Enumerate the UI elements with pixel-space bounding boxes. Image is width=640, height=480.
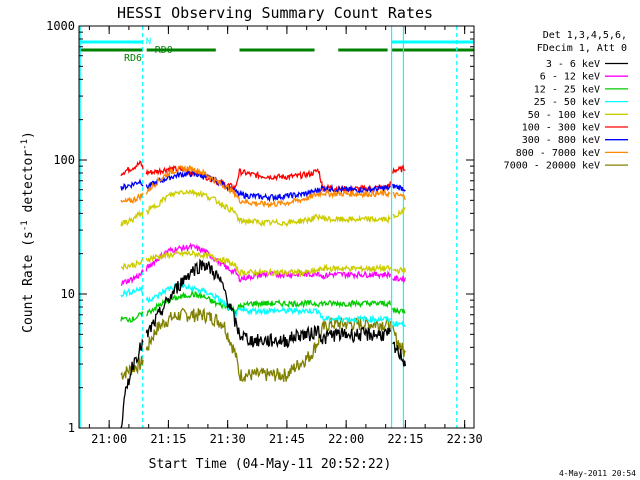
footer-date: 4-May-2011 20:54 bbox=[559, 469, 636, 478]
y-tick-label: 1000 bbox=[46, 19, 75, 33]
y-label-sup1: -1 bbox=[20, 220, 30, 231]
y-tick-label: 100 bbox=[53, 153, 75, 167]
legend-entry-label: 12 - 25 keV bbox=[534, 84, 600, 95]
series-line-300-800keV bbox=[120, 170, 406, 203]
series-line-unlabeled bbox=[120, 189, 406, 228]
y-label-sup2: -1 bbox=[20, 139, 30, 150]
series-line-25-50keV bbox=[120, 282, 406, 328]
x-tick-label: 21:15 bbox=[150, 432, 186, 446]
y-label-end: ) bbox=[21, 131, 36, 139]
series-line-3-6keV bbox=[120, 258, 407, 429]
series-line-800-7000keV bbox=[120, 164, 406, 209]
legend-entry-label: 6 - 12 keV bbox=[540, 72, 600, 83]
rd6-flag-label: RD6 bbox=[124, 53, 142, 64]
x-tick-label: 21:30 bbox=[210, 432, 246, 446]
x-axis-label: Start Time (04-May-11 20:52:22) bbox=[149, 457, 392, 472]
series-line-12-25keV bbox=[120, 289, 406, 323]
series-line-6-12keV bbox=[120, 242, 407, 286]
legend-entry-label: 3 - 6 keV bbox=[546, 59, 600, 70]
legend-entry-label: 50 - 100 keV bbox=[528, 110, 600, 121]
series-line-50-100keV bbox=[121, 249, 407, 278]
x-tick-label: 21:45 bbox=[269, 432, 305, 446]
flags-layer: N RD0 RD6 bbox=[79, 37, 474, 64]
legend: Det 1,3,4,5,6, FDecim 1, Att 0 3 - 6 keV 6 … bbox=[504, 30, 628, 172]
x-tick-label: 22:15 bbox=[387, 432, 423, 446]
x-tick-label: 22:00 bbox=[328, 432, 364, 446]
series-layer bbox=[120, 159, 407, 429]
legend-header: Det 1,3,4,5,6, bbox=[543, 30, 627, 41]
chart-title: HESSI Observing Summary Count Rates bbox=[117, 4, 433, 22]
y-label-mid: detector bbox=[21, 150, 36, 221]
y-label-main: Count Rate (s bbox=[21, 231, 36, 333]
legend-entry-label: 25 - 50 keV bbox=[534, 97, 600, 108]
legend-header: FDecim 1, Att 0 bbox=[537, 43, 627, 54]
x-axis: 21:00 21:15 21:30 21:45 22:00 22:15 22:30 bbox=[88, 26, 483, 446]
legend-entry-label: 300 - 800 keV bbox=[522, 135, 600, 146]
legend-entry-label: 7000 - 20000 keV bbox=[504, 161, 600, 172]
night-flag-label: N bbox=[146, 37, 151, 47]
legend-entry-label: 800 - 7000 keV bbox=[516, 148, 600, 159]
legend-entry-label: 100 - 300 keV bbox=[522, 123, 600, 134]
rd0-flag-label: RD0 bbox=[155, 45, 173, 56]
y-tick-label: 1 bbox=[68, 421, 75, 435]
x-tick-label: 22:30 bbox=[447, 432, 483, 446]
y-axis-label: Count Rate (s-1 detector-1) bbox=[20, 131, 36, 333]
y-axis: 1 10 100 1000 bbox=[46, 19, 474, 435]
x-tick-label: 21:00 bbox=[91, 432, 127, 446]
plot-frame bbox=[78, 25, 475, 429]
y-tick-label: 10 bbox=[61, 287, 75, 301]
